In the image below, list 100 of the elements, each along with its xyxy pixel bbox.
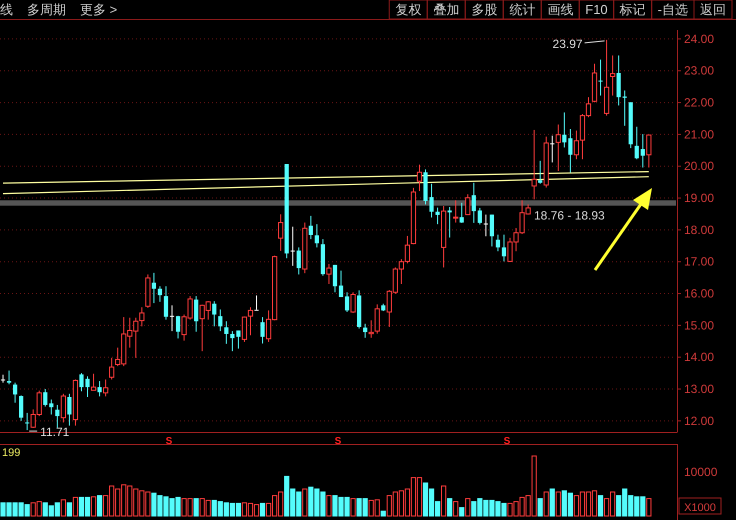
text: 画线	[547, 2, 574, 17]
candlestick	[562, 112, 566, 148]
y-tick-label: 20.00	[684, 159, 714, 174]
bar	[550, 488, 555, 516]
candlestick	[224, 320, 228, 344]
candlestick	[308, 215, 313, 240]
text: 统计	[509, 2, 536, 17]
bar	[441, 486, 446, 516]
candlestick	[568, 128, 572, 174]
candlestick	[338, 270, 344, 298]
y-tick-label: 13.00	[684, 382, 714, 396]
candlestick	[416, 164, 422, 192]
candlestick	[248, 306, 254, 336]
text: 叠加	[433, 2, 460, 17]
bar	[646, 498, 652, 516]
y-tick-label: 17.00	[684, 254, 714, 269]
bar	[598, 495, 604, 516]
y-tick-label: 21.00	[684, 127, 714, 142]
candlestick	[350, 292, 356, 314]
text: S	[504, 436, 511, 447]
y-tick-label: 18.00	[684, 222, 714, 237]
bar	[459, 507, 464, 516]
candlestick	[332, 264, 338, 293]
candlestick	[374, 304, 380, 334]
text: 标记	[618, 2, 646, 17]
bar	[350, 498, 356, 516]
bar	[260, 502, 266, 516]
candlestick	[254, 294, 259, 311]
candlestick	[490, 214, 494, 247]
text: 复权	[395, 2, 422, 17]
candlestick	[502, 234, 506, 262]
bar	[453, 501, 458, 516]
candlestick	[79, 372, 84, 392]
candlestick	[465, 194, 470, 216]
candlestick	[60, 393, 66, 423]
candlestick	[19, 394, 24, 422]
candlestick	[85, 376, 90, 398]
text: 多股	[471, 2, 498, 17]
candlestick	[90, 373, 96, 391]
bar	[66, 502, 72, 516]
y-tick-label: 15.00	[684, 318, 714, 332]
y-tick-label: 16.00	[684, 286, 714, 301]
bar	[194, 498, 199, 516]
candlestick	[460, 202, 464, 224]
candlestick	[278, 214, 284, 252]
candlestick	[484, 214, 488, 237]
text: S	[166, 436, 173, 447]
text: 多周期	[27, 2, 66, 17]
candlestick	[12, 382, 18, 404]
y-tick-label: 23.00	[684, 64, 714, 78]
candlestick	[164, 286, 168, 320]
text: 线	[0, 2, 13, 17]
bar	[60, 499, 66, 516]
candlestick	[218, 308, 222, 332]
candlestick	[610, 54, 616, 96]
candlestick	[496, 234, 500, 252]
candlestick	[236, 330, 241, 350]
bar	[90, 496, 96, 516]
candlestick	[344, 292, 350, 313]
candlestick	[598, 59, 603, 96]
bar	[380, 510, 386, 516]
candlestick	[212, 300, 216, 327]
bar	[72, 496, 78, 516]
candlestick	[453, 200, 458, 224]
bar	[326, 495, 332, 516]
candlestick	[538, 160, 542, 184]
candlestick	[314, 224, 319, 248]
bar	[96, 495, 102, 516]
bar	[538, 498, 543, 516]
candlestick	[368, 320, 374, 338]
annotation: 23.97	[552, 36, 583, 51]
candlestick	[242, 316, 248, 342]
y-tick-label: 12.00	[684, 414, 714, 428]
y-tick-label: 14.00	[684, 350, 714, 364]
text: 更多 >	[80, 2, 118, 17]
candlestick	[97, 380, 102, 397]
candlestick	[230, 330, 234, 352]
y-tick-label: 22.00	[684, 96, 714, 110]
candlestick	[550, 135, 554, 163]
candlestick	[260, 316, 265, 344]
text: -自选	[658, 2, 688, 17]
candlestick	[363, 323, 368, 338]
candlestick	[532, 129, 537, 200]
candlestick	[152, 272, 156, 304]
text: 返回	[700, 2, 726, 17]
candlestick	[176, 315, 180, 339]
candlestick	[435, 207, 440, 225]
candlestick	[448, 206, 452, 238]
candlestick	[109, 357, 114, 380]
bar	[465, 498, 470, 516]
band-label: 18.76 - 18.93	[534, 208, 606, 223]
text: X1000	[684, 502, 716, 514]
bar	[302, 488, 308, 516]
text: F10	[585, 2, 608, 17]
text: S	[334, 436, 342, 447]
candlestick	[55, 404, 60, 428]
candlestick	[25, 412, 30, 431]
y-tick-label: 19.00	[684, 191, 714, 206]
text: 10000	[684, 465, 718, 479]
candlestick	[170, 304, 174, 332]
